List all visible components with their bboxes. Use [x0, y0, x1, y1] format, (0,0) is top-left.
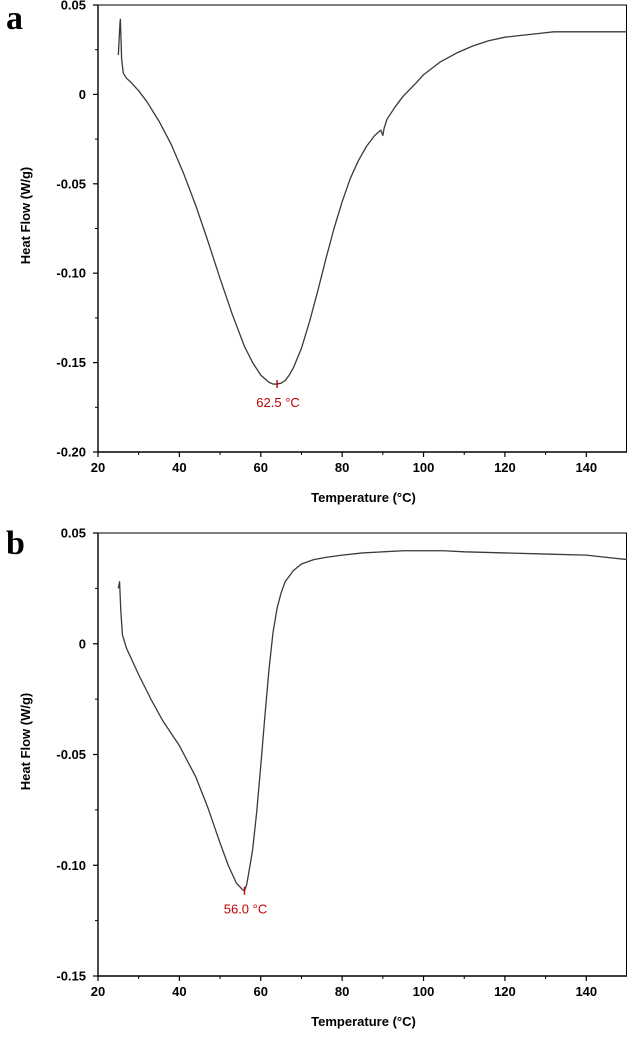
y-axis-title: Heat Flow (W/g) — [18, 167, 33, 265]
peak-label: 62.5 °C — [256, 395, 300, 410]
y-tick-label: -0.05 — [56, 747, 86, 762]
y-axis-title: Heat Flow (W/g) — [18, 693, 33, 791]
y-tick-label: -0.10 — [56, 266, 86, 281]
x-tick-label: 40 — [172, 460, 186, 475]
x-tick-label: 100 — [413, 460, 435, 475]
x-tick-label: 60 — [254, 984, 268, 999]
x-tick-label: 40 — [172, 984, 186, 999]
peak-label: 56.0 °C — [224, 902, 268, 917]
x-axis-title: Temperature (°C) — [311, 490, 416, 505]
y-tick-label: 0 — [79, 87, 86, 102]
y-tick-label: 0.05 — [61, 0, 86, 13]
heat-flow-line — [117, 18, 627, 385]
heat-flow-line — [117, 550, 627, 892]
x-tick-label: 140 — [575, 984, 597, 999]
x-tick-label: 120 — [494, 460, 516, 475]
x-tick-label: 140 — [575, 460, 597, 475]
x-tick-label: 100 — [413, 984, 435, 999]
x-tick-label: 20 — [91, 984, 105, 999]
panel-label-b: b — [6, 525, 25, 562]
y-tick-label: -0.10 — [56, 858, 86, 873]
x-tick-label: 80 — [335, 984, 349, 999]
x-tick-label: 60 — [254, 460, 268, 475]
y-tick-label: -0.05 — [56, 176, 86, 191]
y-tick-label: -0.20 — [56, 445, 86, 460]
x-axis-title: Temperature (°C) — [311, 1014, 416, 1029]
y-tick-label: 0 — [79, 636, 86, 651]
y-tick-label: 0.05 — [61, 526, 86, 541]
x-tick-label: 120 — [494, 984, 516, 999]
panel-label-a: a — [6, 0, 23, 37]
x-tick-label: 80 — [335, 460, 349, 475]
chart-a: 20 40 60 80 100 120 140 0.05 0 -0.05 -0.10 -0.15 -0.… — [18, 0, 627, 505]
y-tick-label: -0.15 — [56, 355, 86, 370]
chart-b: 20 40 60 80 100 120 140 0.05 0 -0.05 -0.10 -0.15 Tem… — [18, 526, 627, 1029]
y-tick-label: -0.15 — [56, 969, 86, 984]
x-tick-label: 20 — [91, 460, 105, 475]
